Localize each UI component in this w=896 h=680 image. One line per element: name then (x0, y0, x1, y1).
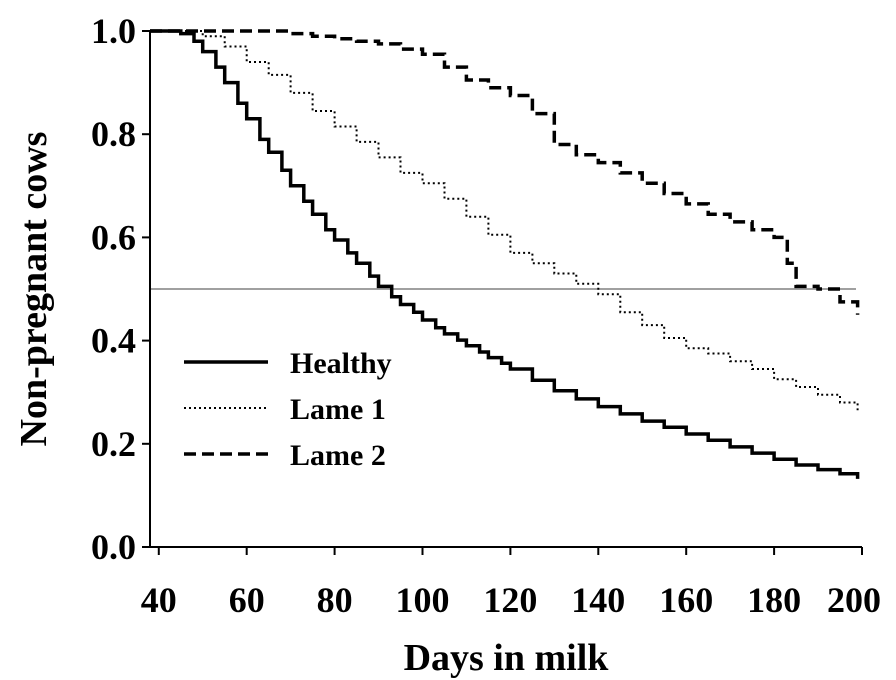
x-axis-title: Days in milk (404, 637, 610, 679)
series-line-lame-2 (150, 29, 860, 315)
legend-label-lame-2: Lame 2 (290, 439, 386, 472)
y-tick-label: 1.0 (91, 11, 136, 51)
legend-item-lame-2: Lame 2 (184, 439, 386, 472)
series-layer (150, 29, 860, 479)
y-tick-label: 0.8 (91, 114, 136, 154)
ticks-layer: 0.0 0.2 0.4 0.6 0.8 1.0 40 60 80 100 120 140 160 180 2… (91, 11, 881, 620)
x-tick-label: 80 (317, 580, 353, 620)
x-tick-label: 100 (395, 580, 449, 620)
series-line-healthy (150, 29, 860, 479)
legend-item-lame-1: Lame 1 (184, 393, 386, 426)
x-tick-label: 200 (827, 580, 881, 620)
series-line-lame-1 (150, 30, 859, 411)
legend: Healthy Lame 1 Lame 2 (184, 347, 392, 472)
y-tick-label: 0.0 (91, 527, 136, 567)
x-tick-label: 180 (747, 580, 801, 620)
x-tick-label: 140 (571, 580, 625, 620)
legend-item-healthy: Healthy (184, 347, 392, 380)
x-tick-label: 160 (659, 580, 713, 620)
axes-layer (149, 31, 862, 548)
legend-label-lame-1: Lame 1 (290, 393, 386, 426)
x-tick-label: 40 (141, 580, 177, 620)
y-tick-label: 0.2 (91, 424, 136, 464)
x-tick-label: 60 (229, 580, 265, 620)
x-tick-label: 120 (483, 580, 537, 620)
y-axis-title: Non-pregnant cows (13, 132, 55, 447)
y-tick-label: 0.6 (91, 217, 136, 257)
legend-label-healthy: Healthy (290, 347, 392, 380)
y-tick-label: 0.4 (91, 321, 136, 361)
